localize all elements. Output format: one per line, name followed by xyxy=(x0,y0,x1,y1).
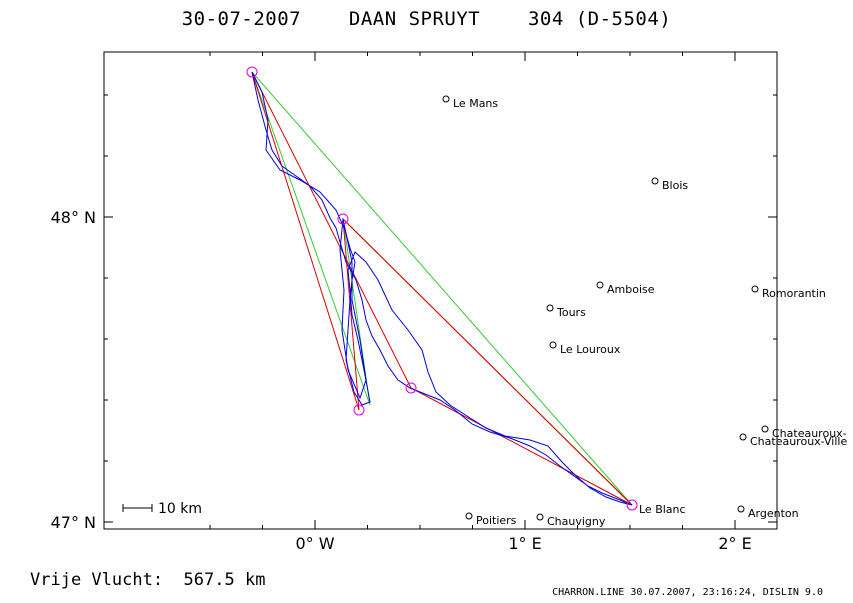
free-flight-distance: 567.5 km xyxy=(183,570,266,590)
turnpoint-marker xyxy=(246,66,258,78)
town-label: Chateauroux- xyxy=(772,427,847,440)
alt-route-line xyxy=(251,71,633,506)
flight-track xyxy=(251,71,633,506)
turnpoint-marker xyxy=(626,499,638,511)
footer-caption: CHARRON.LINE 30.07.2007, 23:16:24, DISLI… xyxy=(552,587,823,598)
town-dot-icon xyxy=(442,95,450,103)
track-line-2 xyxy=(339,218,367,400)
lon-tick-label: 2° E xyxy=(718,534,751,553)
town: Tours xyxy=(546,304,586,319)
track-line xyxy=(251,71,633,506)
town-dot-icon xyxy=(536,513,544,521)
glider-id: 304 (D-5504) xyxy=(527,8,672,30)
flight-title: 30-07-2007 DAAN SPRUYT 304 (D-5504) xyxy=(0,8,853,30)
lat-tick-label: 48° N xyxy=(51,208,96,227)
turnpoint-marker xyxy=(405,382,417,394)
axis-labels: 48° N 47° N 0° W 1° E 2° E xyxy=(51,208,752,553)
town: Poitiers xyxy=(465,512,517,527)
lon-tick-label: 1° E xyxy=(508,534,541,553)
town: Le Louroux xyxy=(549,341,621,356)
town-dot-icon xyxy=(739,433,747,441)
task-routes xyxy=(251,71,633,506)
map-frame xyxy=(103,51,778,530)
triangle-line xyxy=(251,71,633,506)
free-flight-score: Vrije Vlucht: 567.5 km xyxy=(30,570,265,590)
town: Le Mans xyxy=(442,95,498,110)
town: Chateauroux- xyxy=(761,425,847,440)
pilot-name: DAAN SPRUYT xyxy=(348,8,481,30)
town-dot-icon xyxy=(751,285,759,293)
town-dot-icon xyxy=(465,512,473,520)
town-markers: Le Mans Blois Amboise Romorantin Tours Le Lou… xyxy=(442,95,847,528)
town: Chateauroux-Ville xyxy=(739,433,847,448)
turnpoint-marker xyxy=(353,404,365,416)
town: Romorantin xyxy=(751,285,826,300)
town: Le Blanc xyxy=(639,503,686,516)
town: Amboise xyxy=(596,281,655,296)
town-label: Romorantin xyxy=(762,287,826,300)
town: Blois xyxy=(651,177,688,192)
town-label: Tours xyxy=(556,306,586,319)
town-dot-icon xyxy=(546,304,554,312)
town-label: Le Mans xyxy=(453,97,498,110)
town-dot-icon xyxy=(761,425,769,433)
town-label: Amboise xyxy=(607,283,655,296)
town-dot-icon xyxy=(549,341,557,349)
town-label: Le Louroux xyxy=(560,343,621,356)
town-dot-icon xyxy=(651,177,659,185)
lat-tick-label: 47° N xyxy=(51,513,96,532)
turnpoint-marker xyxy=(337,213,349,225)
flight-date: 30-07-2007 xyxy=(181,8,302,30)
town-label: Le Blanc xyxy=(639,503,686,516)
town-label: Argenton xyxy=(748,507,799,520)
town-dot-icon xyxy=(596,281,604,289)
scale-bar: 10 km xyxy=(122,501,202,517)
scale-bar-label: 10 km xyxy=(158,501,202,517)
town: Argenton xyxy=(737,505,799,520)
free-flight-label: Vrije Vlucht: xyxy=(30,570,164,590)
town-label: Chauvigny xyxy=(547,515,606,528)
town: Chauvigny xyxy=(536,513,606,528)
town-label: Blois xyxy=(662,179,688,192)
axis-ticks xyxy=(104,52,777,529)
town-label: Chateauroux-Ville xyxy=(750,435,847,448)
lon-tick-label: 0° W xyxy=(295,534,334,553)
town-dot-icon xyxy=(737,505,745,513)
town-label: Poitiers xyxy=(476,514,517,527)
turnpoints xyxy=(246,66,638,511)
